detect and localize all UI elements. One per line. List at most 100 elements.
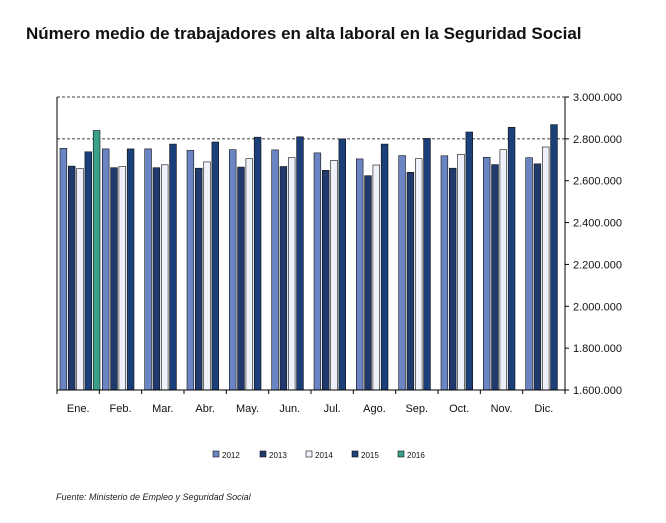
legend: 2012 2013 2014 2015 2016 [212,450,425,460]
legend-item: 2016 [397,450,425,460]
legend-label: 2016 [407,451,425,460]
bar [144,148,152,391]
bar [355,158,364,391]
bar [203,161,211,391]
bar [330,160,338,391]
bar [211,141,219,391]
bar [229,149,237,391]
bar [126,148,135,391]
legend-swatch [212,450,220,458]
bar-group [229,136,262,391]
bar [245,158,253,391]
legend-item: 2015 [351,450,379,460]
bar [380,143,389,391]
legend-label: 2014 [315,451,333,460]
bar [152,167,161,391]
bar [507,127,516,391]
bar-group [398,138,431,391]
x-tick-labels: Ene. Feb. Mar. Abr. May. Jun. Jul. Ago. Sep. Oct.… [67,403,553,415]
bar [76,168,84,391]
axes [56,96,569,394]
bar-group [440,131,473,391]
bar [541,146,550,391]
y-tick-label: 2.000.000 [573,301,622,313]
bar-group [144,143,177,391]
bar [102,148,110,391]
bar [338,138,346,391]
x-tick-label: Jun. [279,403,300,415]
bar [406,172,415,391]
legend-swatch [259,450,267,458]
y-tick-label: 3.000.000 [573,92,622,104]
bar-group [59,130,101,391]
chart-title: Número medio de trabajadores en alta lab… [26,24,582,43]
bar [84,151,93,391]
bar [271,149,279,391]
x-tick-label: Abr. [195,403,215,415]
bar [499,149,507,391]
x-tick-label: Ene. [67,403,90,415]
gridlines [57,96,565,140]
bar [279,166,288,391]
x-tick-label: Feb. [109,403,131,415]
bar [237,166,245,391]
y-tick-label: 2.600.000 [573,176,622,188]
y-tick-label: 2.800.000 [573,134,622,146]
x-tick-label: Mar. [152,403,173,415]
bar [186,150,195,391]
legend-swatch [397,450,405,458]
legend-swatch [305,450,313,458]
bar [372,164,380,391]
bar [287,157,296,391]
bar [59,148,68,391]
bar [169,143,177,391]
source-note: Fuente: Ministerio de Empleo y Seguridad… [56,492,251,502]
legend-item: 2013 [259,450,287,460]
bar-group [525,124,558,391]
legend-swatch [351,450,359,458]
bar-groups [59,124,558,391]
x-tick-label: Ago. [363,403,386,415]
bar [398,155,406,391]
bar [253,136,262,391]
bar [195,167,203,391]
bar [313,152,322,391]
x-tick-label: Jul. [324,403,341,415]
bar [92,130,101,391]
y-tick-label: 1.800.000 [573,343,622,355]
bar [440,155,449,391]
bar [364,175,372,391]
y-tick-label: 1.600.000 [573,385,622,397]
bar-group [482,127,516,391]
bar [321,170,330,391]
bar [118,166,127,391]
bar [414,158,423,391]
x-tick-label: May. [236,403,259,415]
bar [525,157,533,391]
bar [448,167,457,391]
y-tick-label: 2.400.000 [573,218,622,230]
bar [491,164,499,391]
bar [110,167,118,391]
bar-group [102,148,135,391]
legend-label: 2012 [222,451,240,460]
x-tick-label: Oct. [449,403,469,415]
bar-group [355,143,389,391]
bar-group [313,138,346,391]
bar [457,154,465,391]
bar [550,124,558,391]
legend-item: 2012 [212,450,240,460]
bar [296,136,304,391]
legend-label: 2015 [361,451,379,460]
y-tick-label: 2.200.000 [573,259,622,271]
y-tick-labels: 1.600.000 1.800.000 2.000.000 2.200.000 2.40… [573,92,622,397]
bar-group [271,136,304,391]
bar-chart: 1.600.000 1.800.000 2.000.000 2.200.000 2.40… [56,92,622,460]
x-tick-label: Sep. [405,403,428,415]
bar [423,138,431,391]
bar [465,131,473,391]
legend-item: 2014 [305,450,333,460]
legend-label: 2013 [269,451,287,460]
bar [482,157,491,391]
bar [533,163,542,391]
